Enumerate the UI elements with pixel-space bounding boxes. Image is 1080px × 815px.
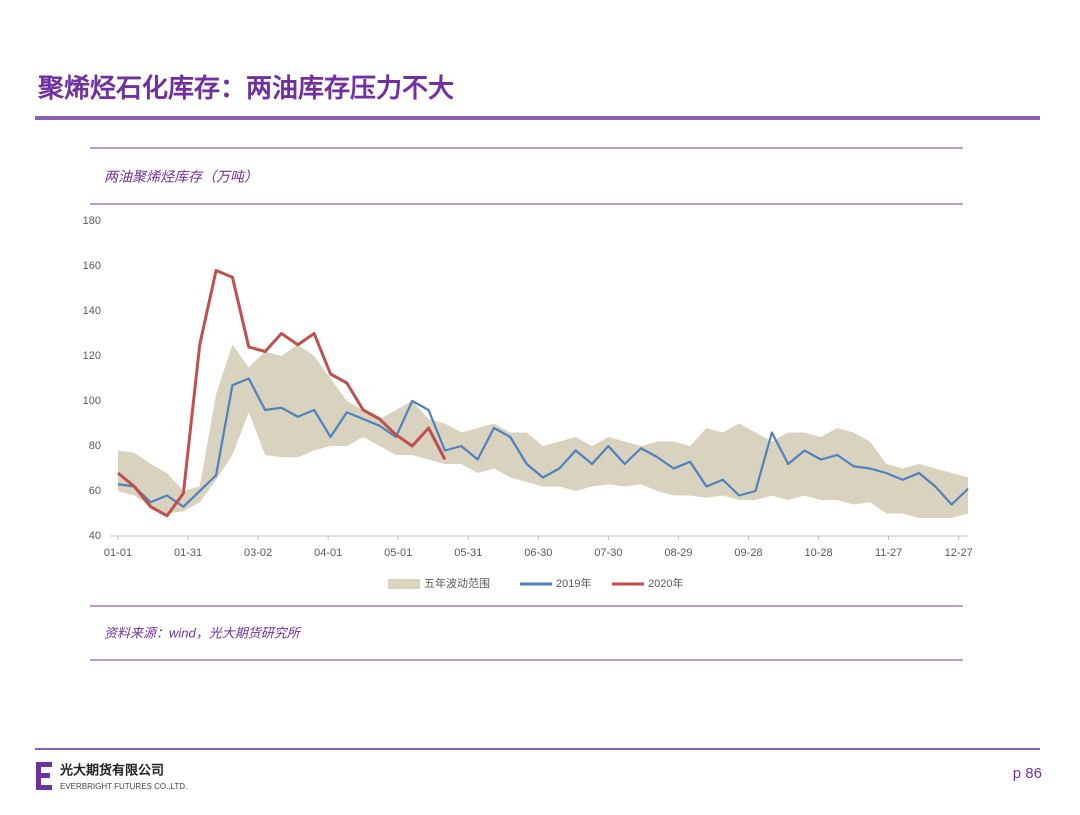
legend-label: 2019年 — [556, 576, 591, 590]
chart-title: 两油聚烯烃库存（万吨） — [104, 169, 258, 185]
x-tick-label: 11-27 — [875, 547, 902, 559]
slide-title: 聚烯烃石化库存：两油库存压力不大 — [37, 73, 454, 103]
y-tick-label: 120 — [83, 350, 101, 362]
x-tick-label: 08-29 — [664, 547, 692, 559]
x-tick-label: 10-28 — [804, 547, 832, 559]
x-tick-label: 04-01 — [314, 547, 342, 559]
series-line — [117, 377, 969, 508]
y-tick-label: 80 — [89, 440, 101, 452]
x-tick-label: 01-31 — [174, 547, 202, 559]
title-rule — [35, 116, 1040, 120]
source-note: 资料来源：wind，光大期货研究所 — [104, 625, 302, 640]
y-tick-label: 140 — [83, 305, 101, 317]
x-tick-label: 09-28 — [734, 547, 762, 559]
x-tick-label: 12-27 — [945, 547, 973, 559]
company-en: EVERBRIGHT FUTURES CO.,LTD. — [60, 782, 187, 791]
legend-label: 五年波动范围 — [424, 576, 490, 590]
x-tick-label: 07-30 — [594, 547, 622, 559]
series-line — [117, 269, 447, 518]
footer-rule — [35, 748, 1040, 750]
y-tick-label: 100 — [83, 395, 101, 407]
company-cn: 光大期货有限公司 — [59, 762, 164, 777]
x-tick-label: 05-01 — [384, 547, 412, 559]
y-tick-label: 160 — [83, 260, 101, 272]
legend-label: 2020年 — [648, 576, 683, 590]
plot: 40 60 80 100 120 140 160 180 01-01 01-31 03-02 04-0… — [83, 215, 973, 590]
legend-swatch — [388, 579, 420, 589]
x-tick-label: 06-30 — [524, 547, 552, 559]
x-tick-label: 05-31 — [454, 547, 482, 559]
x-tick-label: 01-01 — [104, 547, 132, 559]
logo — [36, 762, 52, 790]
y-tick-label: 180 — [83, 215, 101, 227]
x-tick-label: 03-02 — [244, 547, 272, 559]
page-number: p 86 — [1013, 765, 1042, 782]
y-tick-label: 40 — [89, 530, 101, 542]
range-band — [118, 344, 968, 518]
y-tick-label: 60 — [89, 485, 101, 497]
